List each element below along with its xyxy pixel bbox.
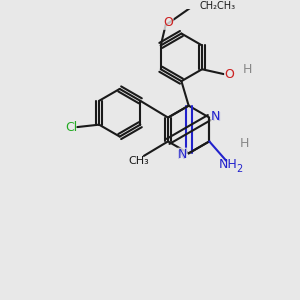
Text: NH: NH (219, 158, 238, 171)
Text: H: H (242, 63, 252, 76)
Text: O: O (163, 16, 173, 29)
Text: O: O (163, 16, 173, 29)
Text: N: N (177, 149, 186, 162)
Text: N: N (211, 110, 220, 123)
Text: N: N (178, 148, 187, 161)
Text: CH₂CH₃: CH₂CH₃ (200, 1, 236, 11)
Text: N: N (212, 111, 221, 124)
Text: 2: 2 (237, 164, 243, 174)
Text: Cl: Cl (65, 121, 78, 134)
Text: CH₃: CH₃ (129, 156, 149, 166)
Text: O: O (225, 68, 235, 81)
Text: H: H (239, 137, 249, 150)
Text: O: O (225, 68, 235, 81)
